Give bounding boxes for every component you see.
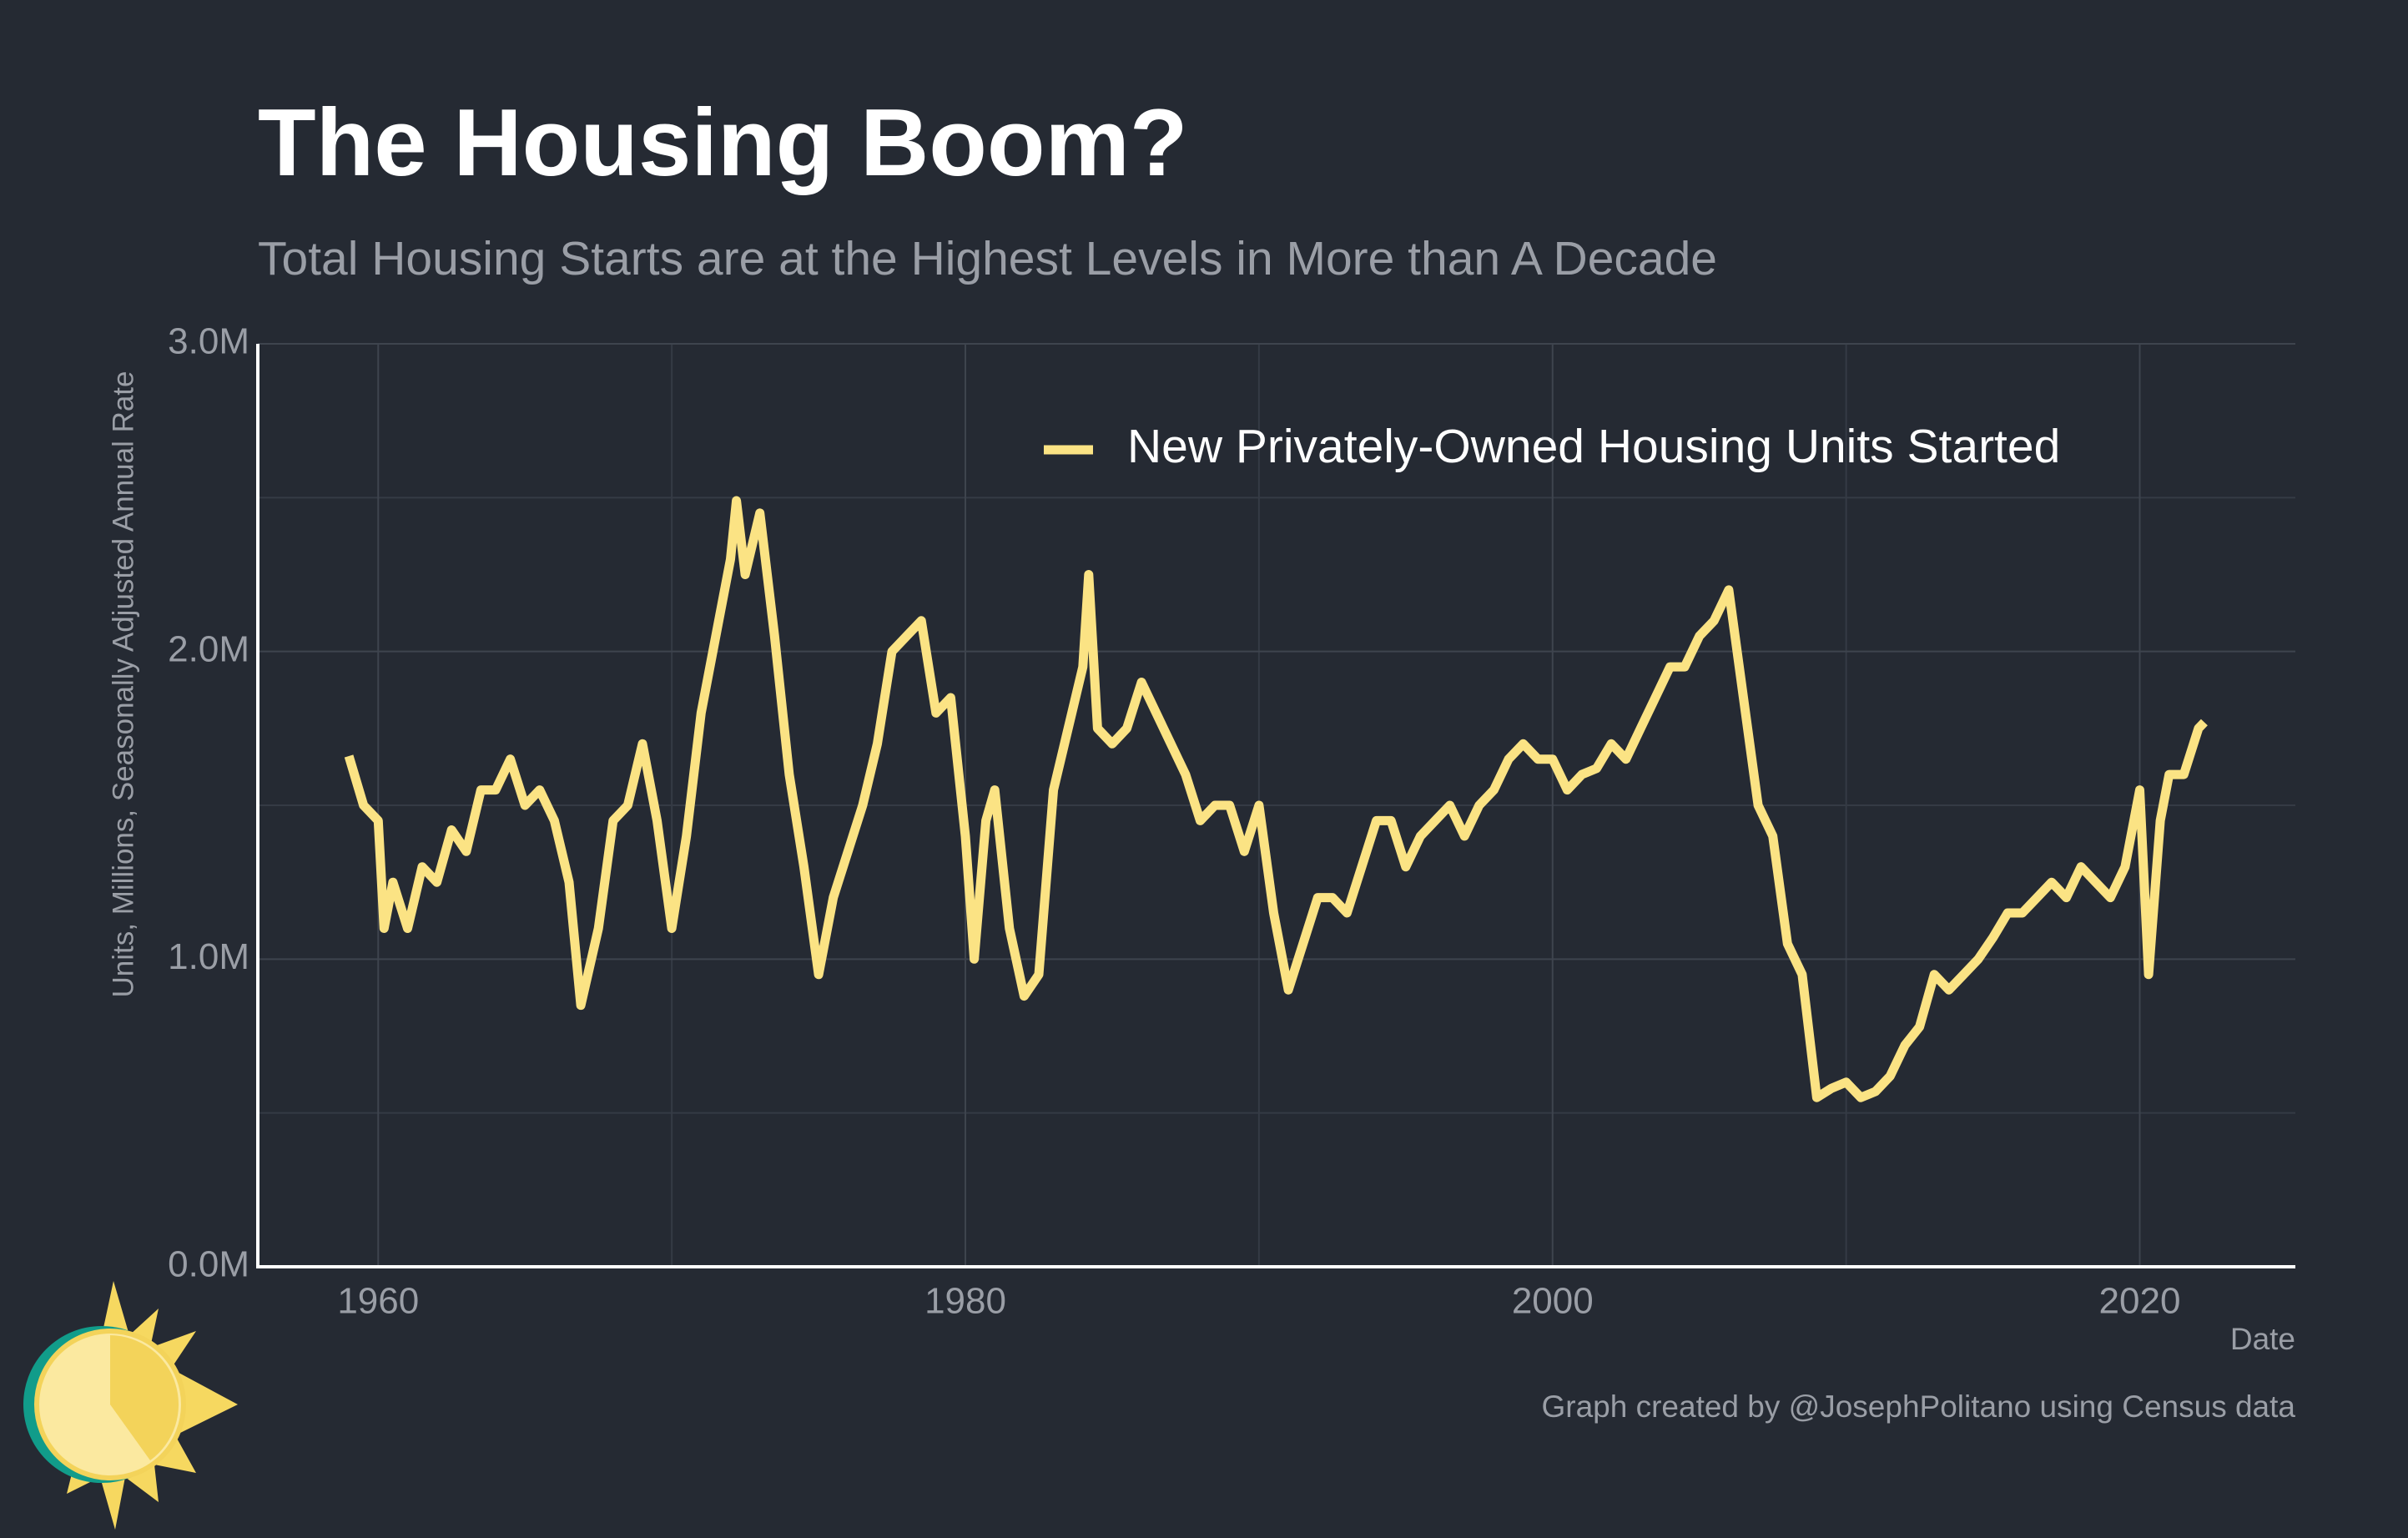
data-line: [344, 496, 2208, 1102]
x-tick-label: 2000: [1512, 1281, 1594, 1322]
y-tick-label: 2.0M: [168, 628, 249, 669]
y-tick-label: 1.0M: [168, 936, 249, 977]
y-tick-label: 0.0M: [168, 1244, 249, 1285]
chart-title: The Housing Boom?: [258, 90, 1188, 196]
logo-shade: [110, 1335, 179, 1460]
legend-label: New Privately-Owned Housing Units Starte…: [1127, 420, 2060, 473]
chart-subtitle: Total Housing Starts are at the Highest …: [258, 232, 1717, 285]
logo: [23, 1281, 238, 1530]
x-axis-label: Date: [2230, 1322, 2295, 1356]
y-tick-label: 3.0M: [168, 321, 249, 362]
x-tick-label: 1980: [924, 1281, 1006, 1322]
caption: Graph created by @JosephPolitano using C…: [1541, 1389, 2295, 1424]
x-tick-label: 1960: [337, 1281, 419, 1322]
y-axis-label: Units, Millions, Seasonally Adjusted Ann…: [107, 371, 139, 998]
x-tick-label: 2020: [2099, 1281, 2181, 1322]
